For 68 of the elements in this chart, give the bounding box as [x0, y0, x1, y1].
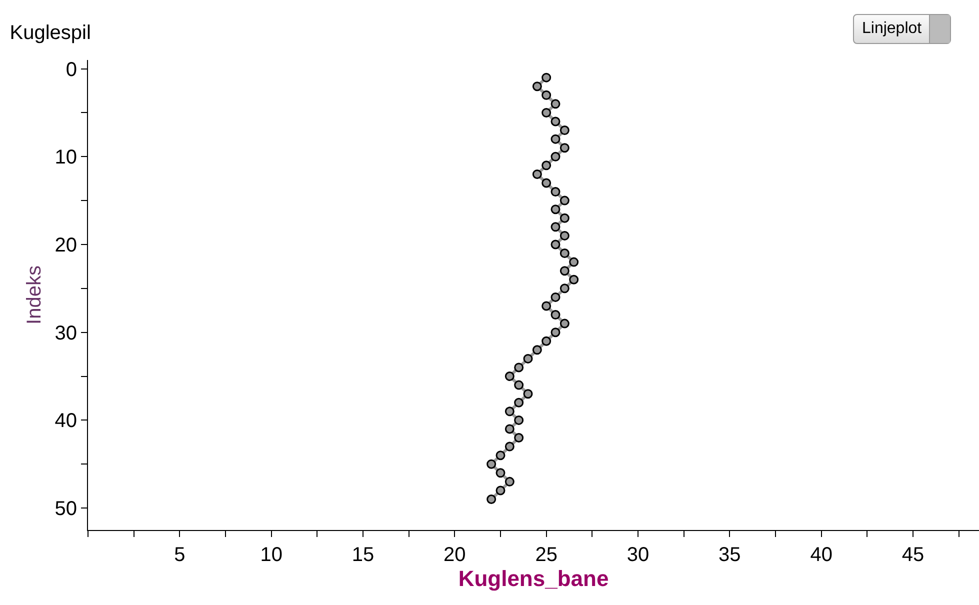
point: [496, 486, 506, 496]
x-axis-title: Kuglens_bane: [458, 566, 609, 591]
point: [514, 415, 524, 425]
x-tick-label: 40: [810, 544, 832, 566]
point: [514, 398, 524, 408]
point: [550, 134, 560, 144]
point: [550, 328, 560, 338]
point: [542, 301, 552, 311]
point: [486, 459, 496, 469]
y-tick-label: 30: [54, 322, 77, 344]
point: [496, 450, 506, 460]
point: [550, 292, 560, 302]
point: [523, 354, 533, 364]
point: [542, 336, 552, 346]
point: [542, 108, 552, 118]
point: [542, 160, 552, 170]
point: [550, 240, 560, 250]
point: [514, 380, 524, 390]
point: [523, 389, 533, 399]
point: [504, 476, 514, 486]
point: [486, 494, 496, 504]
point: [532, 82, 542, 92]
point: [560, 126, 570, 136]
point: [504, 442, 514, 452]
x-tick-label: 35: [718, 544, 741, 566]
point: [504, 424, 514, 434]
x-tick-label: 10: [260, 544, 282, 566]
point: [514, 362, 524, 372]
point: [569, 274, 579, 284]
y-tick-label: 40: [54, 410, 77, 432]
y-axis-title: Indeks: [23, 266, 46, 324]
point: [550, 222, 560, 232]
point: [560, 248, 570, 258]
x-tick-label: 5: [174, 544, 186, 566]
x-tick-label: 45: [902, 544, 924, 566]
point: [550, 99, 560, 109]
point: [496, 468, 506, 478]
point: [542, 178, 552, 188]
point: [569, 257, 579, 267]
point: [560, 266, 570, 276]
point: [550, 116, 560, 126]
point: [532, 169, 542, 179]
point: [560, 213, 570, 223]
y-tick-label: 0: [66, 58, 77, 81]
point: [504, 372, 514, 382]
point: [550, 310, 560, 320]
point: [560, 318, 570, 328]
x-tick-label: 20: [444, 544, 466, 566]
point: [542, 90, 552, 100]
y-tick-label: 50: [54, 498, 77, 520]
y-tick-label: 20: [54, 234, 77, 256]
chart-title: Kuglespil: [10, 22, 91, 44]
point: [560, 230, 570, 240]
point: [560, 143, 570, 153]
point: [542, 72, 552, 82]
point: [550, 204, 560, 214]
point: [550, 187, 560, 197]
x-tick-label: 25: [535, 544, 558, 566]
point: [560, 196, 570, 206]
point: [560, 284, 570, 294]
x-tick-label: 15: [352, 544, 374, 566]
point: [532, 345, 542, 355]
point: [504, 406, 514, 416]
plot-type-dropdown: Linjeplot: [853, 14, 951, 44]
point: [514, 433, 524, 443]
x-tick-label: 30: [626, 544, 650, 566]
point: [550, 152, 560, 162]
y-tick-label: 10: [54, 146, 77, 169]
